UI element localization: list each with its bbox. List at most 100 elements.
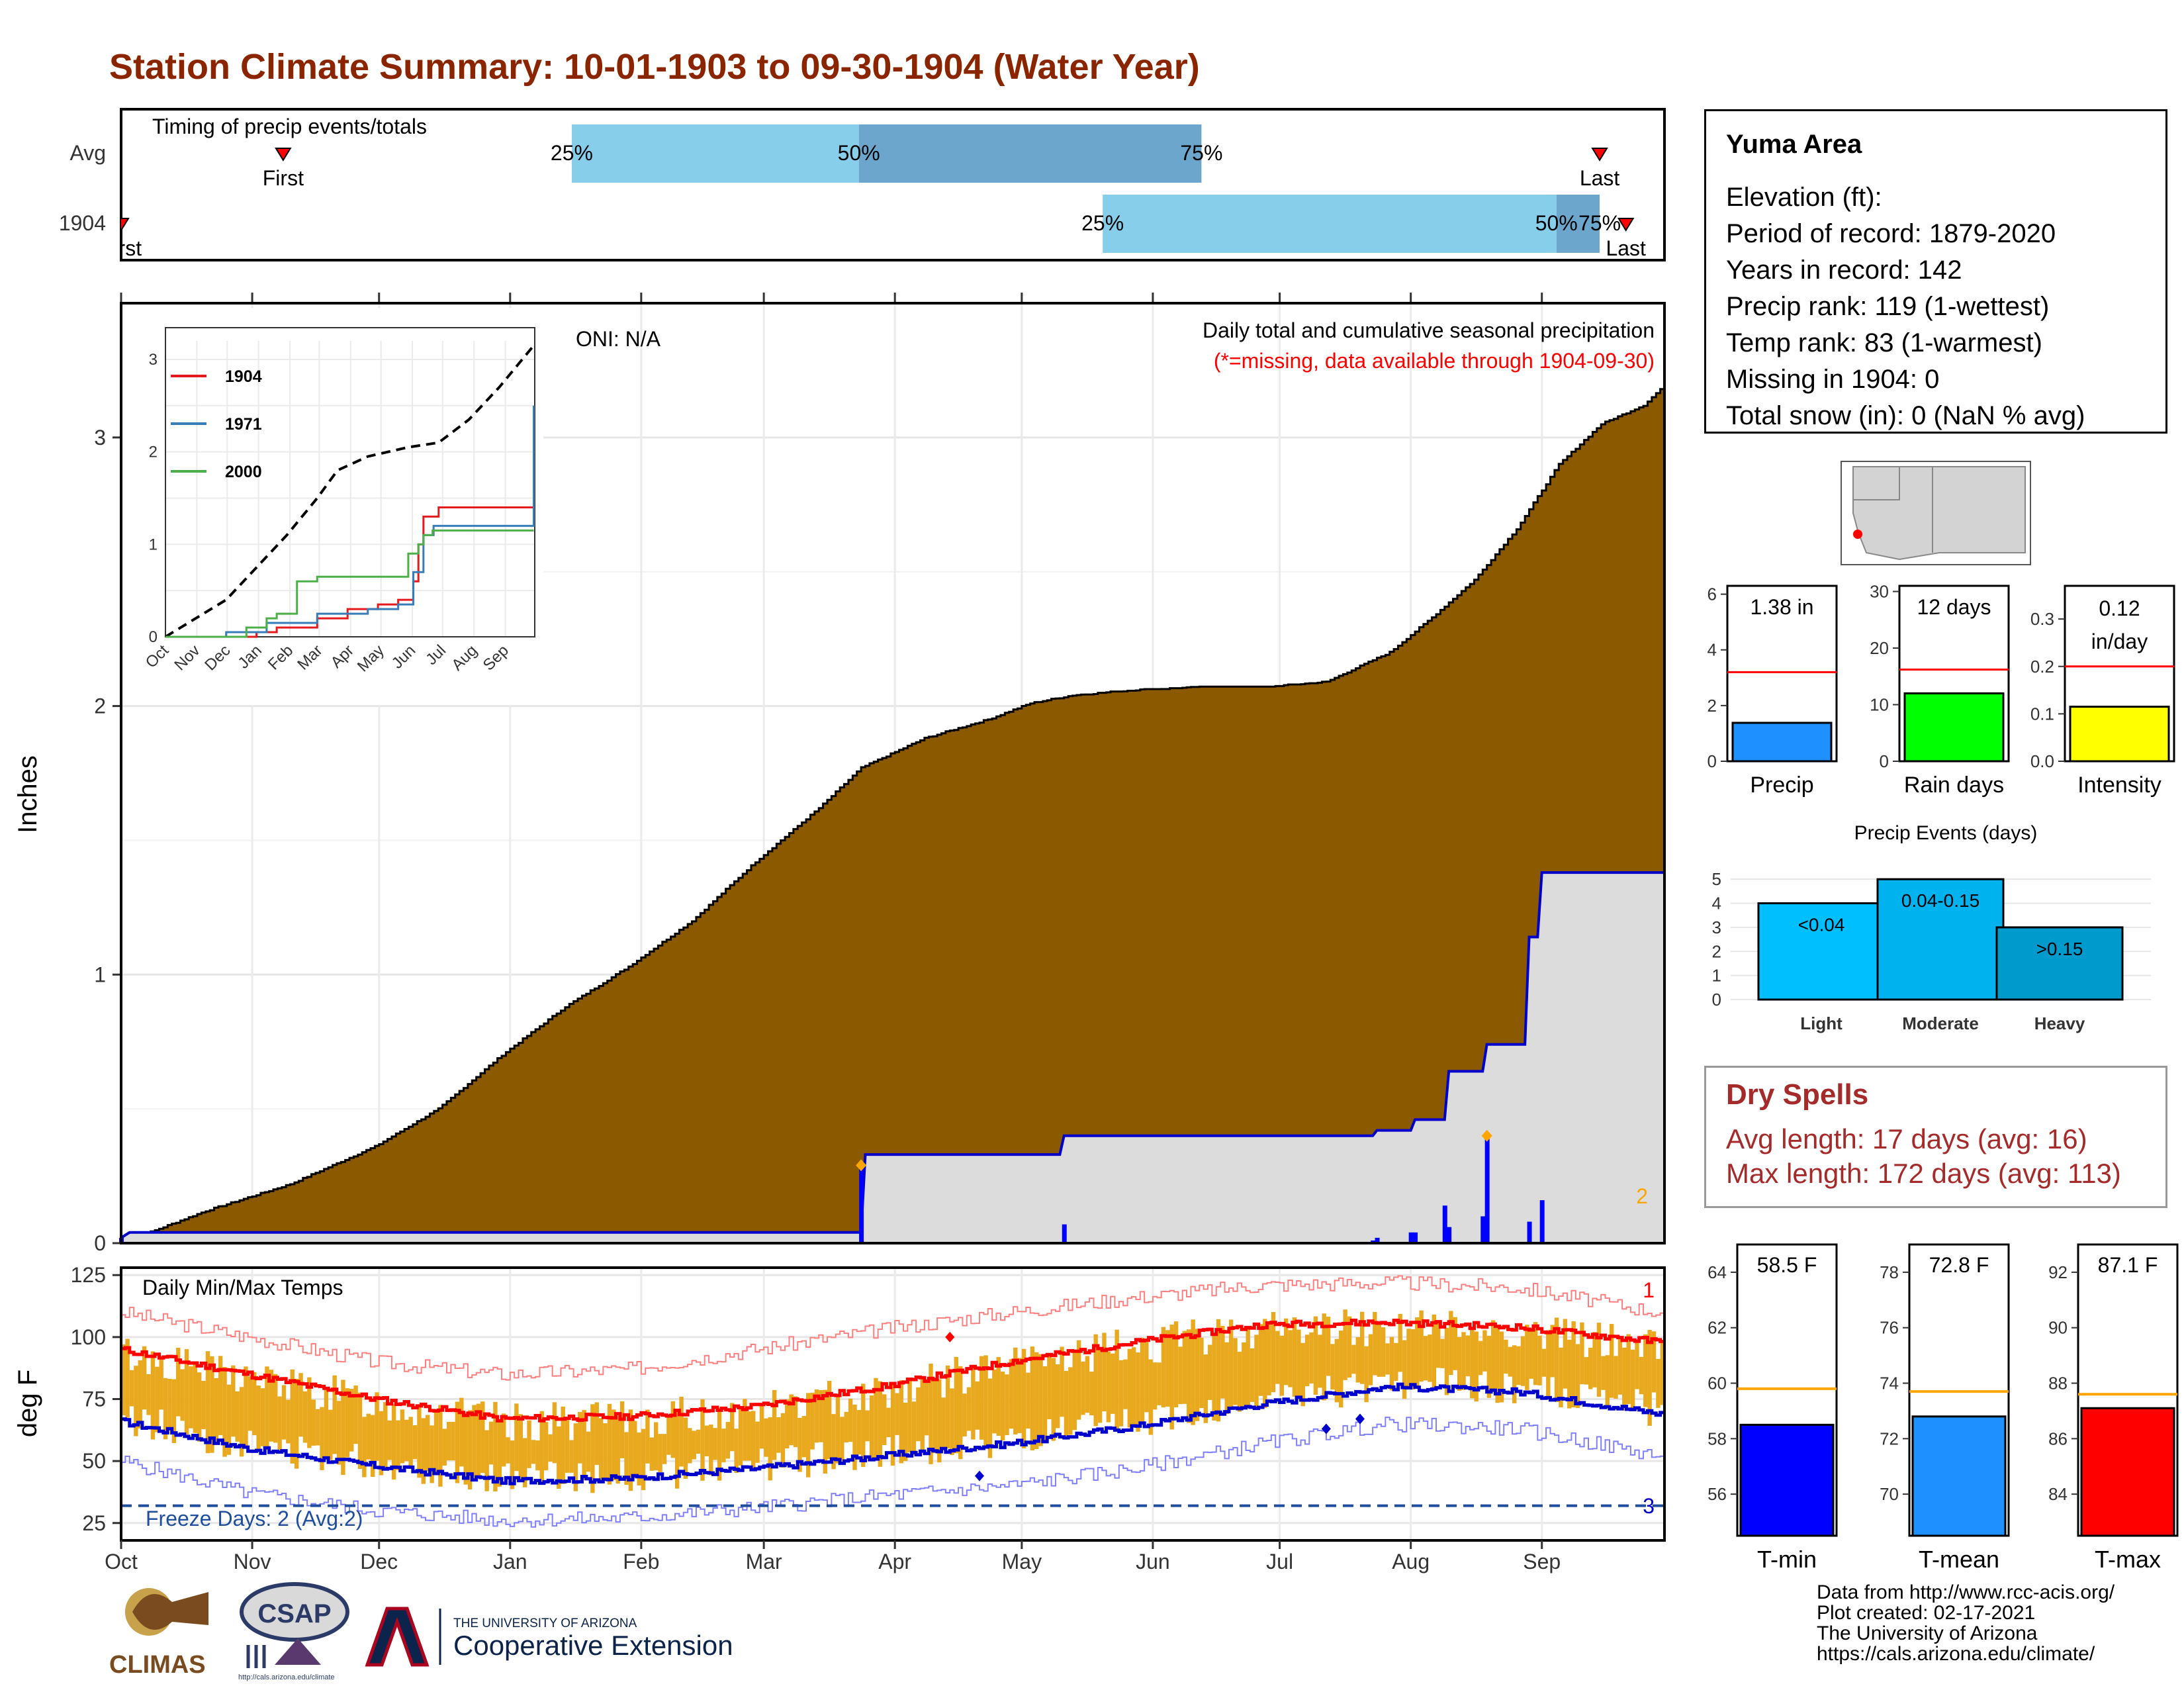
daily-temp-bar bbox=[1283, 1318, 1289, 1385]
daily-temp-bar bbox=[641, 1429, 646, 1491]
temp-tick-label: 90 bbox=[2048, 1318, 2068, 1338]
y-tick-label: 25 bbox=[82, 1511, 106, 1535]
daily-temp-bar bbox=[594, 1402, 599, 1465]
daily-temp-bar bbox=[886, 1407, 891, 1438]
daily-temp-bar bbox=[226, 1384, 232, 1455]
daily-temp-bar bbox=[950, 1388, 954, 1456]
daily-temp-bar bbox=[987, 1378, 993, 1458]
daily-temp-bar bbox=[713, 1428, 717, 1460]
inset-legend-label: 2000 bbox=[225, 463, 262, 481]
inset-legend-label: 1904 bbox=[225, 367, 262, 386]
daily-temp-bar bbox=[463, 1412, 468, 1485]
daily-temp-bar bbox=[421, 1418, 426, 1484]
daily-temp-bar bbox=[565, 1420, 570, 1473]
daily-temp-bar bbox=[1068, 1367, 1073, 1435]
daily-precip-bar bbox=[1527, 1221, 1532, 1243]
quartile-label: 25% bbox=[551, 141, 593, 165]
daily-temp-bar bbox=[768, 1417, 772, 1481]
daily-temp-bar bbox=[637, 1432, 641, 1486]
daily-temp-bar bbox=[1115, 1329, 1119, 1431]
daily-temp-bar bbox=[281, 1385, 287, 1440]
ua-big-text: Cooperative Extension bbox=[453, 1630, 733, 1661]
mini-bar-label: Precip bbox=[1750, 773, 1813, 798]
daily-temp-bar bbox=[1224, 1342, 1229, 1415]
daily-temp-bar bbox=[235, 1391, 240, 1442]
daily-temp-bar bbox=[1546, 1330, 1551, 1396]
record-marker bbox=[974, 1470, 984, 1481]
daily-temp-bar bbox=[1275, 1331, 1280, 1384]
daily-temp-bar bbox=[433, 1411, 439, 1474]
daily-temp-bar bbox=[1237, 1352, 1242, 1412]
daily-temp-bar bbox=[1030, 1346, 1035, 1451]
daily-temp-bar bbox=[1377, 1321, 1381, 1377]
daily-temp-bar bbox=[176, 1348, 181, 1417]
mini-tick-label: 0.1 bbox=[2030, 704, 2054, 724]
daily-temp-bar bbox=[971, 1367, 976, 1440]
mini-tick-label: 30 bbox=[1870, 582, 1889, 602]
daily-temp-bar bbox=[472, 1405, 477, 1481]
month-label: Feb bbox=[623, 1550, 659, 1573]
daily-temp-bar bbox=[383, 1402, 388, 1470]
record-marker bbox=[945, 1331, 955, 1342]
mini-bar-value: 12 days bbox=[1917, 595, 1991, 619]
daily-temp-bar bbox=[328, 1409, 333, 1460]
mini-tick-label: 0 bbox=[1880, 751, 1889, 771]
inset-frame bbox=[165, 327, 535, 637]
daily-temp-bar bbox=[1440, 1338, 1445, 1368]
daily-temp-bar bbox=[167, 1378, 172, 1429]
max-precip-marker bbox=[856, 1159, 867, 1172]
daily-temp-bar bbox=[1499, 1331, 1504, 1403]
daily-temp-bar bbox=[1233, 1338, 1238, 1405]
record-marker bbox=[1355, 1413, 1365, 1425]
daily-temp-bar bbox=[658, 1434, 662, 1472]
mini-tick-label: 10 bbox=[1870, 695, 1889, 715]
year-cumulative-area bbox=[120, 871, 1666, 1244]
daily-temp-bar bbox=[488, 1421, 494, 1465]
inset-line bbox=[165, 529, 534, 638]
daily-temp-bar bbox=[755, 1421, 760, 1463]
daily-temp-bar bbox=[1647, 1330, 1652, 1426]
daily-temp-bar bbox=[201, 1381, 206, 1429]
daily-temp-bar bbox=[1279, 1335, 1284, 1396]
temp-tick-label: 70 bbox=[1880, 1484, 1899, 1504]
daily-temp-bar bbox=[290, 1369, 295, 1464]
daily-temp-bar bbox=[404, 1419, 409, 1462]
daily-temp-bar bbox=[341, 1380, 345, 1476]
month-label: Nov bbox=[234, 1550, 271, 1573]
daily-temp-bar bbox=[222, 1367, 227, 1457]
temp-tick-label: 84 bbox=[2048, 1484, 2068, 1504]
daily-temp-bar bbox=[1512, 1345, 1517, 1403]
daily-temp-bar bbox=[1309, 1332, 1314, 1383]
daily-temp-bar bbox=[146, 1374, 151, 1415]
daily-temp-bar bbox=[239, 1387, 244, 1457]
daily-temp-bar bbox=[1228, 1319, 1234, 1409]
inset-y-tick: 2 bbox=[149, 444, 158, 461]
daily-temp-bar bbox=[619, 1401, 625, 1458]
daily-temp-bar bbox=[1089, 1372, 1094, 1416]
info-line: Missing in 1904: 0 bbox=[1726, 365, 1940, 394]
daily-temp-bar bbox=[1271, 1312, 1276, 1393]
daily-temp-bar bbox=[852, 1404, 857, 1470]
oni-label: ONI: N/A bbox=[576, 327, 661, 351]
daily-temp-bar bbox=[138, 1360, 142, 1429]
daily-temp-bar bbox=[1021, 1348, 1026, 1448]
daily-temp-bar bbox=[819, 1390, 823, 1442]
daily-temp-bar bbox=[417, 1405, 422, 1478]
daily-temp-bar bbox=[979, 1356, 984, 1440]
daily-temp-bar bbox=[205, 1351, 210, 1454]
precip-chart: 0 1 2 3 Inches ONI: N/A Daily total and cum… bbox=[13, 293, 1666, 1251]
state-shapes bbox=[1852, 466, 2026, 561]
daily-temp-bar bbox=[1630, 1349, 1635, 1411]
daily-temp-bar bbox=[1034, 1352, 1039, 1450]
daily-temp-bar bbox=[709, 1425, 713, 1476]
temp-y-axis-label: deg F bbox=[13, 1370, 42, 1437]
daily-temp-bar bbox=[518, 1414, 523, 1481]
daily-temp-bar bbox=[831, 1414, 836, 1470]
daily-temp-bar bbox=[692, 1430, 696, 1460]
daily-precip-bar bbox=[1539, 1200, 1545, 1243]
daily-temp-bar bbox=[184, 1349, 189, 1434]
daily-temp-bar bbox=[688, 1428, 692, 1464]
daily-temp-bar bbox=[150, 1351, 156, 1440]
info-line: Temp rank: 83 (1-warmest) bbox=[1726, 328, 2042, 357]
quartile-label: 50% bbox=[838, 141, 880, 165]
